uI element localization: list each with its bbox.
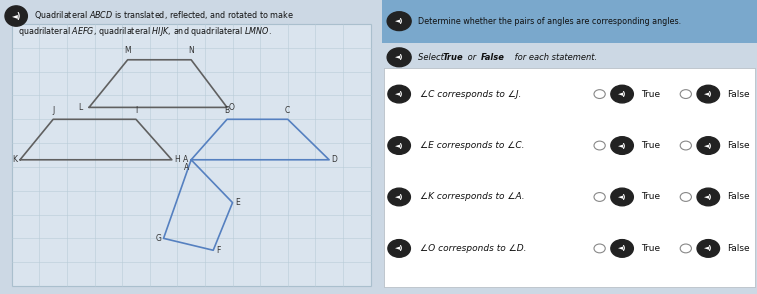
Text: ◄): ◄)	[618, 245, 626, 251]
Circle shape	[388, 188, 410, 206]
Circle shape	[388, 85, 410, 103]
Text: quadrilateral $\mathit{AEFG}$, quadrilateral $\mathit{HIJK}$, and quadrilateral : quadrilateral $\mathit{AEFG}$, quadrilat…	[17, 25, 271, 39]
Text: False: False	[481, 53, 504, 62]
Text: Select: Select	[418, 53, 447, 62]
FancyBboxPatch shape	[382, 0, 757, 43]
Text: True: True	[443, 53, 463, 62]
Circle shape	[387, 48, 411, 67]
Text: ◄): ◄)	[395, 245, 403, 251]
Circle shape	[697, 188, 719, 206]
Text: ◄): ◄)	[704, 91, 712, 97]
Text: M: M	[124, 46, 131, 55]
Circle shape	[697, 85, 719, 103]
Text: C: C	[285, 106, 291, 115]
FancyBboxPatch shape	[12, 24, 370, 286]
Circle shape	[5, 6, 27, 26]
Text: ◄): ◄)	[618, 143, 626, 148]
Text: for each statement.: for each statement.	[512, 53, 597, 62]
Circle shape	[611, 188, 634, 206]
Text: ◄): ◄)	[618, 91, 626, 97]
Text: N: N	[188, 46, 194, 55]
Text: E: E	[235, 198, 240, 207]
Text: False: False	[727, 90, 749, 98]
Circle shape	[697, 137, 719, 154]
Text: F: F	[216, 246, 220, 255]
Text: A: A	[184, 163, 189, 172]
Text: ◄): ◄)	[395, 18, 403, 24]
Circle shape	[388, 240, 410, 257]
FancyBboxPatch shape	[384, 68, 755, 287]
Text: J: J	[52, 106, 55, 115]
Text: ∠C corresponds to ∠J.: ∠C corresponds to ∠J.	[419, 90, 521, 98]
Circle shape	[611, 85, 634, 103]
Text: or: or	[466, 53, 479, 62]
Text: ◄): ◄)	[395, 143, 403, 148]
Text: Quadrilateral $\mathit{ABCD}$ is translated, reflected, and rotated to make: Quadrilateral $\mathit{ABCD}$ is transla…	[34, 9, 294, 21]
Text: D: D	[331, 155, 337, 164]
Circle shape	[697, 240, 719, 257]
Text: False: False	[727, 141, 749, 150]
Text: True: True	[641, 193, 660, 201]
Text: False: False	[727, 244, 749, 253]
Text: ◄): ◄)	[395, 194, 403, 200]
Text: ◄): ◄)	[395, 54, 403, 60]
Text: True: True	[641, 90, 660, 98]
Circle shape	[388, 137, 410, 154]
Text: ◄): ◄)	[395, 91, 403, 97]
Text: False: False	[727, 193, 749, 201]
Circle shape	[611, 240, 634, 257]
Text: ∠E corresponds to ∠C.: ∠E corresponds to ∠C.	[419, 141, 525, 150]
Text: ∠K corresponds to ∠A.: ∠K corresponds to ∠A.	[419, 193, 525, 201]
Text: O: O	[229, 103, 235, 112]
Text: B: B	[225, 106, 229, 115]
Circle shape	[387, 12, 411, 31]
Text: ◄): ◄)	[11, 11, 21, 21]
Text: ∠O corresponds to ∠D.: ∠O corresponds to ∠D.	[419, 244, 526, 253]
Text: G: G	[156, 234, 161, 243]
Text: K: K	[12, 155, 17, 164]
Circle shape	[611, 137, 634, 154]
Text: Determine whether the pairs of angles are corresponding angles.: Determine whether the pairs of angles ar…	[418, 17, 681, 26]
Text: True: True	[641, 244, 660, 253]
Text: True: True	[641, 141, 660, 150]
Text: I: I	[135, 106, 137, 115]
Text: L: L	[78, 103, 83, 112]
Text: A: A	[182, 155, 188, 164]
Text: H: H	[174, 155, 179, 164]
Text: ◄): ◄)	[704, 194, 712, 200]
Text: ◄): ◄)	[704, 245, 712, 251]
Text: ◄): ◄)	[618, 194, 626, 200]
Text: ◄): ◄)	[704, 143, 712, 148]
